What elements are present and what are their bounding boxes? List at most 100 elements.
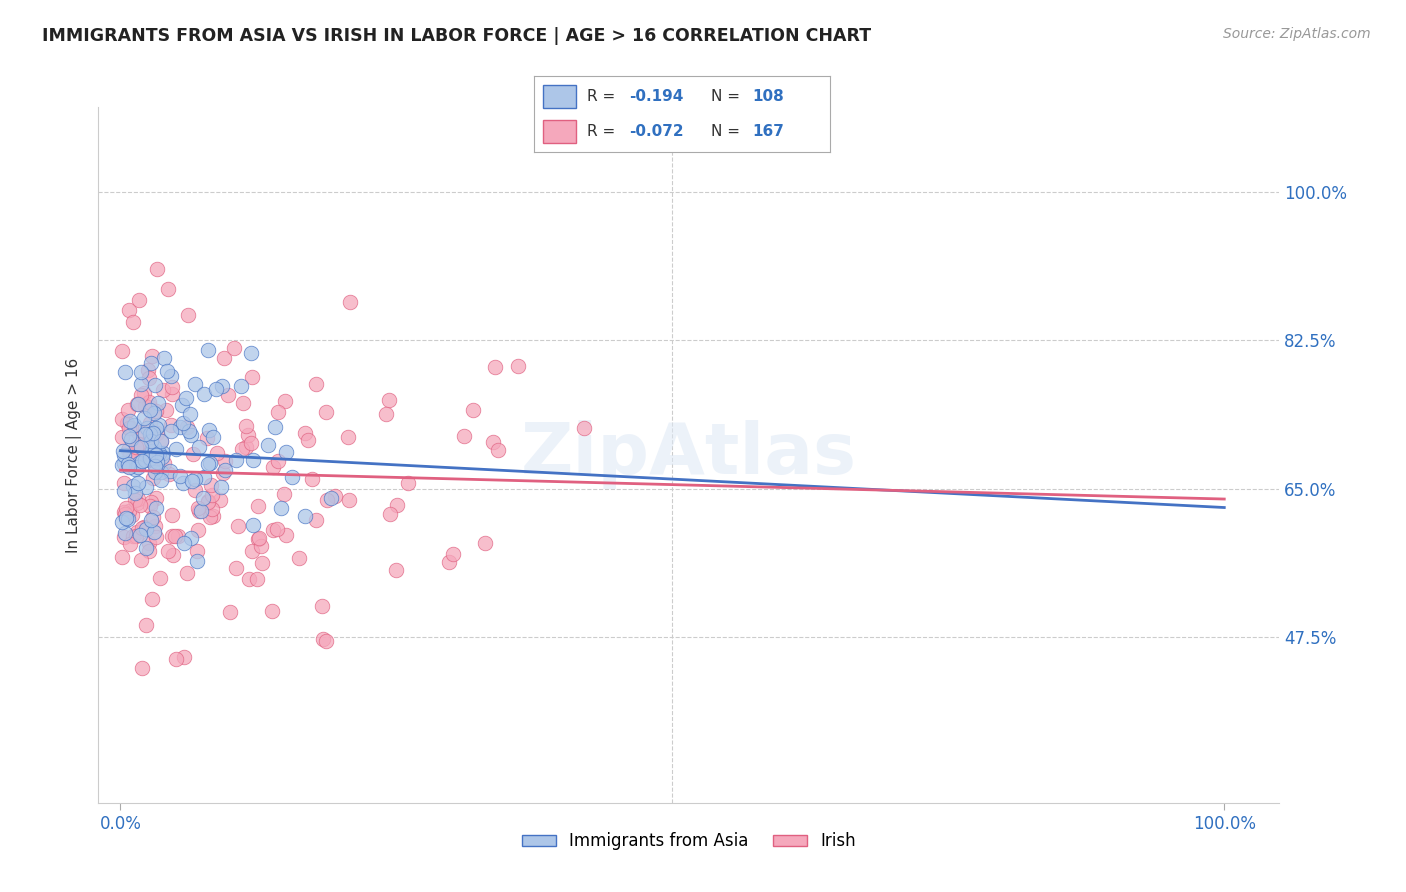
Point <box>134 453 156 467</box>
Point <box>231 442 253 456</box>
Point <box>247 531 270 545</box>
Point <box>214 463 236 477</box>
Point <box>188 504 211 518</box>
Point <box>250 539 273 553</box>
Point <box>110 411 132 425</box>
Point <box>111 444 134 458</box>
Point <box>281 469 304 483</box>
Point <box>128 456 150 470</box>
Point <box>117 458 139 473</box>
Point <box>110 458 132 472</box>
Point <box>184 472 207 486</box>
Point <box>238 573 260 587</box>
Point <box>294 508 316 523</box>
Point <box>141 592 163 607</box>
Point <box>134 427 156 442</box>
Point <box>139 356 162 370</box>
Point <box>297 434 319 448</box>
Point <box>165 652 187 666</box>
Point <box>143 525 166 540</box>
Point <box>141 495 163 509</box>
Point <box>242 518 264 533</box>
Point <box>156 282 179 296</box>
Point <box>153 456 176 470</box>
Point <box>127 460 149 475</box>
Point <box>162 548 184 562</box>
Point <box>179 407 201 421</box>
Point <box>129 553 152 567</box>
Point <box>124 492 146 507</box>
Point <box>142 406 165 420</box>
Point <box>172 416 194 430</box>
Point <box>197 343 219 357</box>
FancyBboxPatch shape <box>543 85 575 108</box>
Point <box>173 650 195 665</box>
Text: 167: 167 <box>752 124 785 138</box>
Point <box>148 417 170 432</box>
Point <box>378 393 401 408</box>
Point <box>235 418 257 433</box>
Point <box>135 541 157 556</box>
Point <box>167 529 190 543</box>
Point <box>198 423 221 437</box>
Point <box>111 549 134 564</box>
Point <box>229 378 252 392</box>
Point <box>112 475 135 490</box>
Point <box>197 493 219 508</box>
Point <box>117 403 139 417</box>
Point <box>124 486 146 500</box>
Point <box>197 495 219 509</box>
Point <box>222 341 245 355</box>
Point <box>152 384 174 398</box>
Point <box>145 425 167 440</box>
Point <box>482 434 505 449</box>
Point <box>266 522 288 536</box>
Point <box>145 403 167 417</box>
Point <box>145 500 167 515</box>
Point <box>139 403 162 417</box>
Point <box>375 407 398 421</box>
Point <box>129 527 152 541</box>
Point <box>110 344 132 359</box>
Point <box>240 544 263 558</box>
Point <box>155 403 177 417</box>
Point <box>121 508 143 523</box>
Point <box>186 554 208 568</box>
Point <box>246 532 269 546</box>
Point <box>128 293 150 307</box>
Point <box>135 480 157 494</box>
Point <box>156 543 179 558</box>
Point <box>150 450 173 465</box>
Point <box>385 563 408 577</box>
Point <box>437 555 460 569</box>
Point <box>146 395 169 409</box>
Point <box>122 418 145 433</box>
Point <box>138 536 160 550</box>
Point <box>139 451 162 466</box>
Point <box>145 530 167 544</box>
Point <box>180 532 202 546</box>
Point <box>238 428 260 442</box>
Point <box>204 382 226 396</box>
Text: N =: N = <box>711 124 745 138</box>
Point <box>201 488 224 502</box>
Point <box>124 462 146 476</box>
Point <box>461 403 484 417</box>
Point <box>159 464 181 478</box>
Point <box>142 453 165 467</box>
Point <box>120 414 142 428</box>
Point <box>125 524 148 539</box>
Point <box>219 605 242 619</box>
Text: Source: ZipAtlas.com: Source: ZipAtlas.com <box>1223 27 1371 41</box>
Point <box>311 632 333 646</box>
Point <box>441 547 464 561</box>
Point <box>122 315 145 329</box>
Point <box>169 468 191 483</box>
Point <box>197 458 219 472</box>
Point <box>129 388 152 402</box>
Point <box>380 508 402 522</box>
Point <box>118 302 141 317</box>
Point <box>173 536 195 550</box>
Point <box>120 421 142 435</box>
Point <box>135 522 157 536</box>
